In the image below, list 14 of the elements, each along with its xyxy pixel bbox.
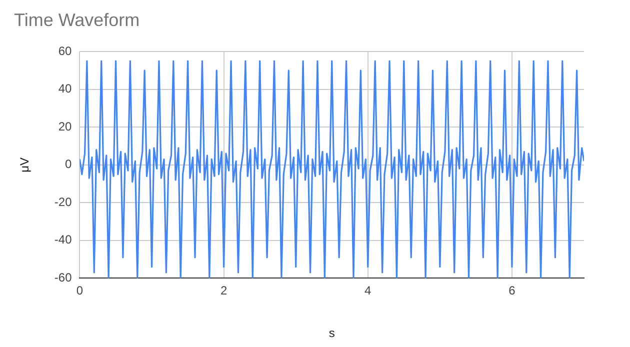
x-axis-title: s — [328, 326, 335, 340]
y-tick-label: -20 — [54, 194, 72, 209]
y-axis-title: μV — [18, 157, 32, 172]
x-tick-label: 6 — [508, 284, 516, 298]
y-tick-label: 20 — [58, 119, 72, 134]
y-tick-label: 0 — [65, 157, 72, 172]
x-tick-label: 0 — [76, 284, 84, 298]
chart-title: Time Waveform — [14, 10, 140, 30]
y-tick-label: -40 — [54, 232, 72, 247]
y-tick-label: 60 — [58, 44, 72, 58]
x-tick-label: 4 — [364, 284, 372, 298]
y-tick-label: 40 — [58, 82, 72, 96]
y-tick-label: -60 — [54, 270, 72, 285]
x-tick-label: 2 — [220, 284, 228, 298]
